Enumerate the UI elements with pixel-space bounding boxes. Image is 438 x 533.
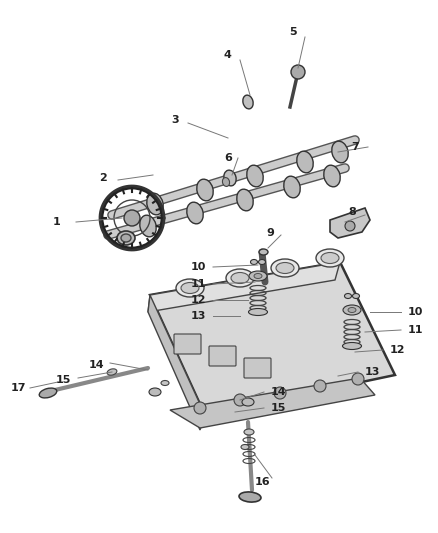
Text: 8: 8 [348,207,356,217]
Text: 15: 15 [270,403,286,413]
Circle shape [352,373,364,385]
Ellipse shape [284,176,300,198]
Text: 7: 7 [351,142,359,152]
Polygon shape [170,378,375,428]
Circle shape [314,380,326,392]
Ellipse shape [244,429,254,435]
Ellipse shape [223,177,230,187]
Ellipse shape [241,445,249,449]
Ellipse shape [161,381,169,385]
Ellipse shape [231,272,249,284]
Ellipse shape [237,189,253,211]
Ellipse shape [251,260,258,264]
FancyBboxPatch shape [174,334,201,354]
Ellipse shape [39,388,57,398]
Ellipse shape [243,95,253,109]
Ellipse shape [324,165,340,187]
Ellipse shape [181,282,199,294]
Ellipse shape [117,231,135,245]
Circle shape [124,210,140,226]
Ellipse shape [258,260,265,264]
Text: 13: 13 [364,367,380,377]
Ellipse shape [343,305,361,315]
Ellipse shape [140,215,156,237]
Ellipse shape [197,179,213,201]
Ellipse shape [248,309,268,316]
Ellipse shape [149,388,161,396]
Text: 14: 14 [88,360,104,370]
Text: 10: 10 [407,307,423,317]
Ellipse shape [249,271,267,281]
Ellipse shape [345,294,352,298]
Text: 1: 1 [53,217,61,227]
Polygon shape [150,262,395,415]
Circle shape [291,65,305,79]
Ellipse shape [247,165,263,187]
Text: 15: 15 [55,375,71,385]
Ellipse shape [239,492,261,502]
Ellipse shape [297,151,313,173]
Circle shape [194,402,206,414]
Ellipse shape [348,308,356,312]
Ellipse shape [259,249,268,255]
Circle shape [345,221,355,231]
Ellipse shape [276,262,294,273]
Polygon shape [330,208,370,238]
Polygon shape [148,295,205,430]
Circle shape [274,387,286,399]
FancyBboxPatch shape [209,346,236,366]
Ellipse shape [187,202,203,224]
Circle shape [234,394,246,406]
Text: 13: 13 [191,311,206,321]
Text: 3: 3 [171,115,179,125]
Text: 12: 12 [389,345,405,355]
Text: 10: 10 [191,262,206,272]
FancyBboxPatch shape [244,358,271,378]
Ellipse shape [147,193,163,215]
Ellipse shape [321,253,339,263]
Text: 14: 14 [270,387,286,397]
Ellipse shape [121,234,131,242]
Ellipse shape [332,141,348,163]
Ellipse shape [224,170,236,186]
Text: 4: 4 [223,50,231,60]
Text: 2: 2 [99,173,107,183]
Text: 17: 17 [10,383,26,393]
Ellipse shape [343,343,361,350]
Ellipse shape [353,294,360,298]
Ellipse shape [254,273,262,279]
Text: 11: 11 [407,325,423,335]
Ellipse shape [107,369,117,375]
Polygon shape [148,262,340,312]
Ellipse shape [226,269,254,287]
Text: 12: 12 [190,295,206,305]
Text: 16: 16 [255,477,271,487]
Text: 5: 5 [289,27,297,37]
Text: 9: 9 [266,228,274,238]
Ellipse shape [271,259,299,277]
Ellipse shape [242,398,254,406]
Text: 11: 11 [190,279,206,289]
Ellipse shape [176,279,204,297]
Ellipse shape [316,249,344,267]
Text: 6: 6 [224,153,232,163]
